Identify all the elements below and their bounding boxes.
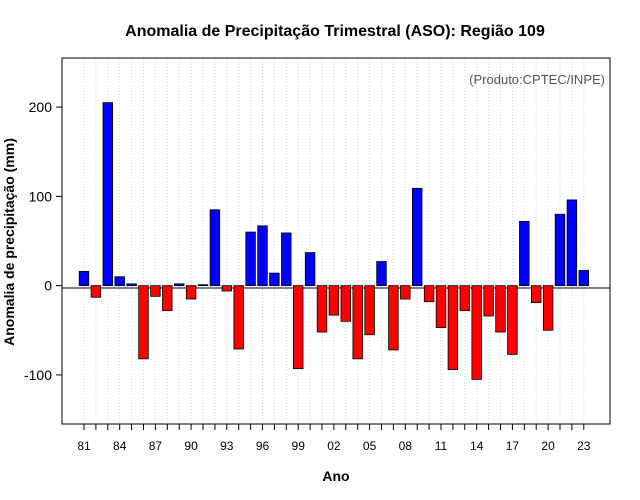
y-tick-label: -100 <box>24 367 52 383</box>
bar-12 <box>447 285 459 370</box>
bar-84 <box>114 276 125 287</box>
bar-04 <box>352 285 363 360</box>
bar-13 <box>459 285 471 312</box>
bar-82 <box>90 285 102 298</box>
bar-22 <box>566 199 578 287</box>
bar-10 <box>423 285 435 303</box>
x-tick-label: 93 <box>220 439 234 453</box>
y-tick-label: 0 <box>44 278 52 294</box>
bar-96 <box>257 225 268 287</box>
bar-17 <box>507 285 518 355</box>
x-tick-label: 99 <box>292 439 306 453</box>
x-tick-label: 05 <box>363 439 377 453</box>
bar-93 <box>221 285 233 292</box>
bar-05 <box>364 285 375 336</box>
y-axis-label: Anomalia de precipitação (mm) <box>1 138 17 346</box>
bar-92 <box>209 209 221 287</box>
bar-94 <box>233 285 244 350</box>
x-tick-label: 90 <box>184 439 198 453</box>
bar-89 <box>173 283 185 287</box>
bar-08 <box>400 285 411 300</box>
x-tick-label: 84 <box>113 439 127 453</box>
bar-16 <box>495 285 506 333</box>
bar-15 <box>483 285 494 317</box>
bar-20 <box>542 285 554 331</box>
bar-06 <box>376 261 387 287</box>
bar-01 <box>316 285 328 333</box>
bar-88 <box>162 285 173 312</box>
bar-98 <box>281 232 292 287</box>
x-tick-label: 81 <box>77 439 91 453</box>
bar-91 <box>197 284 209 287</box>
x-tick-label: 23 <box>577 439 591 453</box>
x-tick-label: 17 <box>506 439 520 453</box>
x-axis-label: Ano <box>322 468 349 484</box>
bar-00 <box>304 252 316 287</box>
bar-18 <box>519 220 530 287</box>
bar-86 <box>138 285 149 360</box>
bar-95 <box>245 231 256 287</box>
bar-90 <box>185 285 197 300</box>
bars-group <box>78 102 590 380</box>
x-axis: 81 84 87 90 93 96 99 02 05 08 11 14 17 20 23 <box>77 424 591 453</box>
y-tick-label: 100 <box>29 188 53 204</box>
y-tick-label: 200 <box>29 99 53 115</box>
x-tick-label: 20 <box>541 439 555 453</box>
bar-23 <box>578 270 590 287</box>
bar-02 <box>328 285 340 316</box>
bar-21 <box>554 213 566 287</box>
bar-97 <box>269 272 280 287</box>
bar-81 <box>78 270 90 287</box>
bar-09 <box>411 187 423 287</box>
x-tick-label: 08 <box>399 439 413 453</box>
x-tick-label: 02 <box>327 439 341 453</box>
credit-annotation: (Produto:CPTEC/INPE) <box>469 72 605 87</box>
y-axis: -100 0 100 200 <box>24 99 62 383</box>
bar-83 <box>102 102 114 287</box>
bar-03 <box>340 285 352 322</box>
bar-85 <box>126 283 137 287</box>
plot-frame <box>61 57 611 425</box>
bar-14 <box>471 285 482 380</box>
x-tick-label: 87 <box>149 439 163 453</box>
bar-19 <box>531 285 542 303</box>
chart-title: Anomalia de Precipitação Trimestral (ASO… <box>125 23 545 40</box>
bar-99 <box>292 285 304 370</box>
grid-lines <box>83 58 585 424</box>
bar-07 <box>388 285 399 351</box>
x-tick-label: 11 <box>435 439 448 453</box>
x-tick-label: 96 <box>256 439 270 453</box>
bar-87 <box>150 285 161 297</box>
x-tick-label: 14 <box>470 439 484 453</box>
bar-11 <box>435 285 447 328</box>
